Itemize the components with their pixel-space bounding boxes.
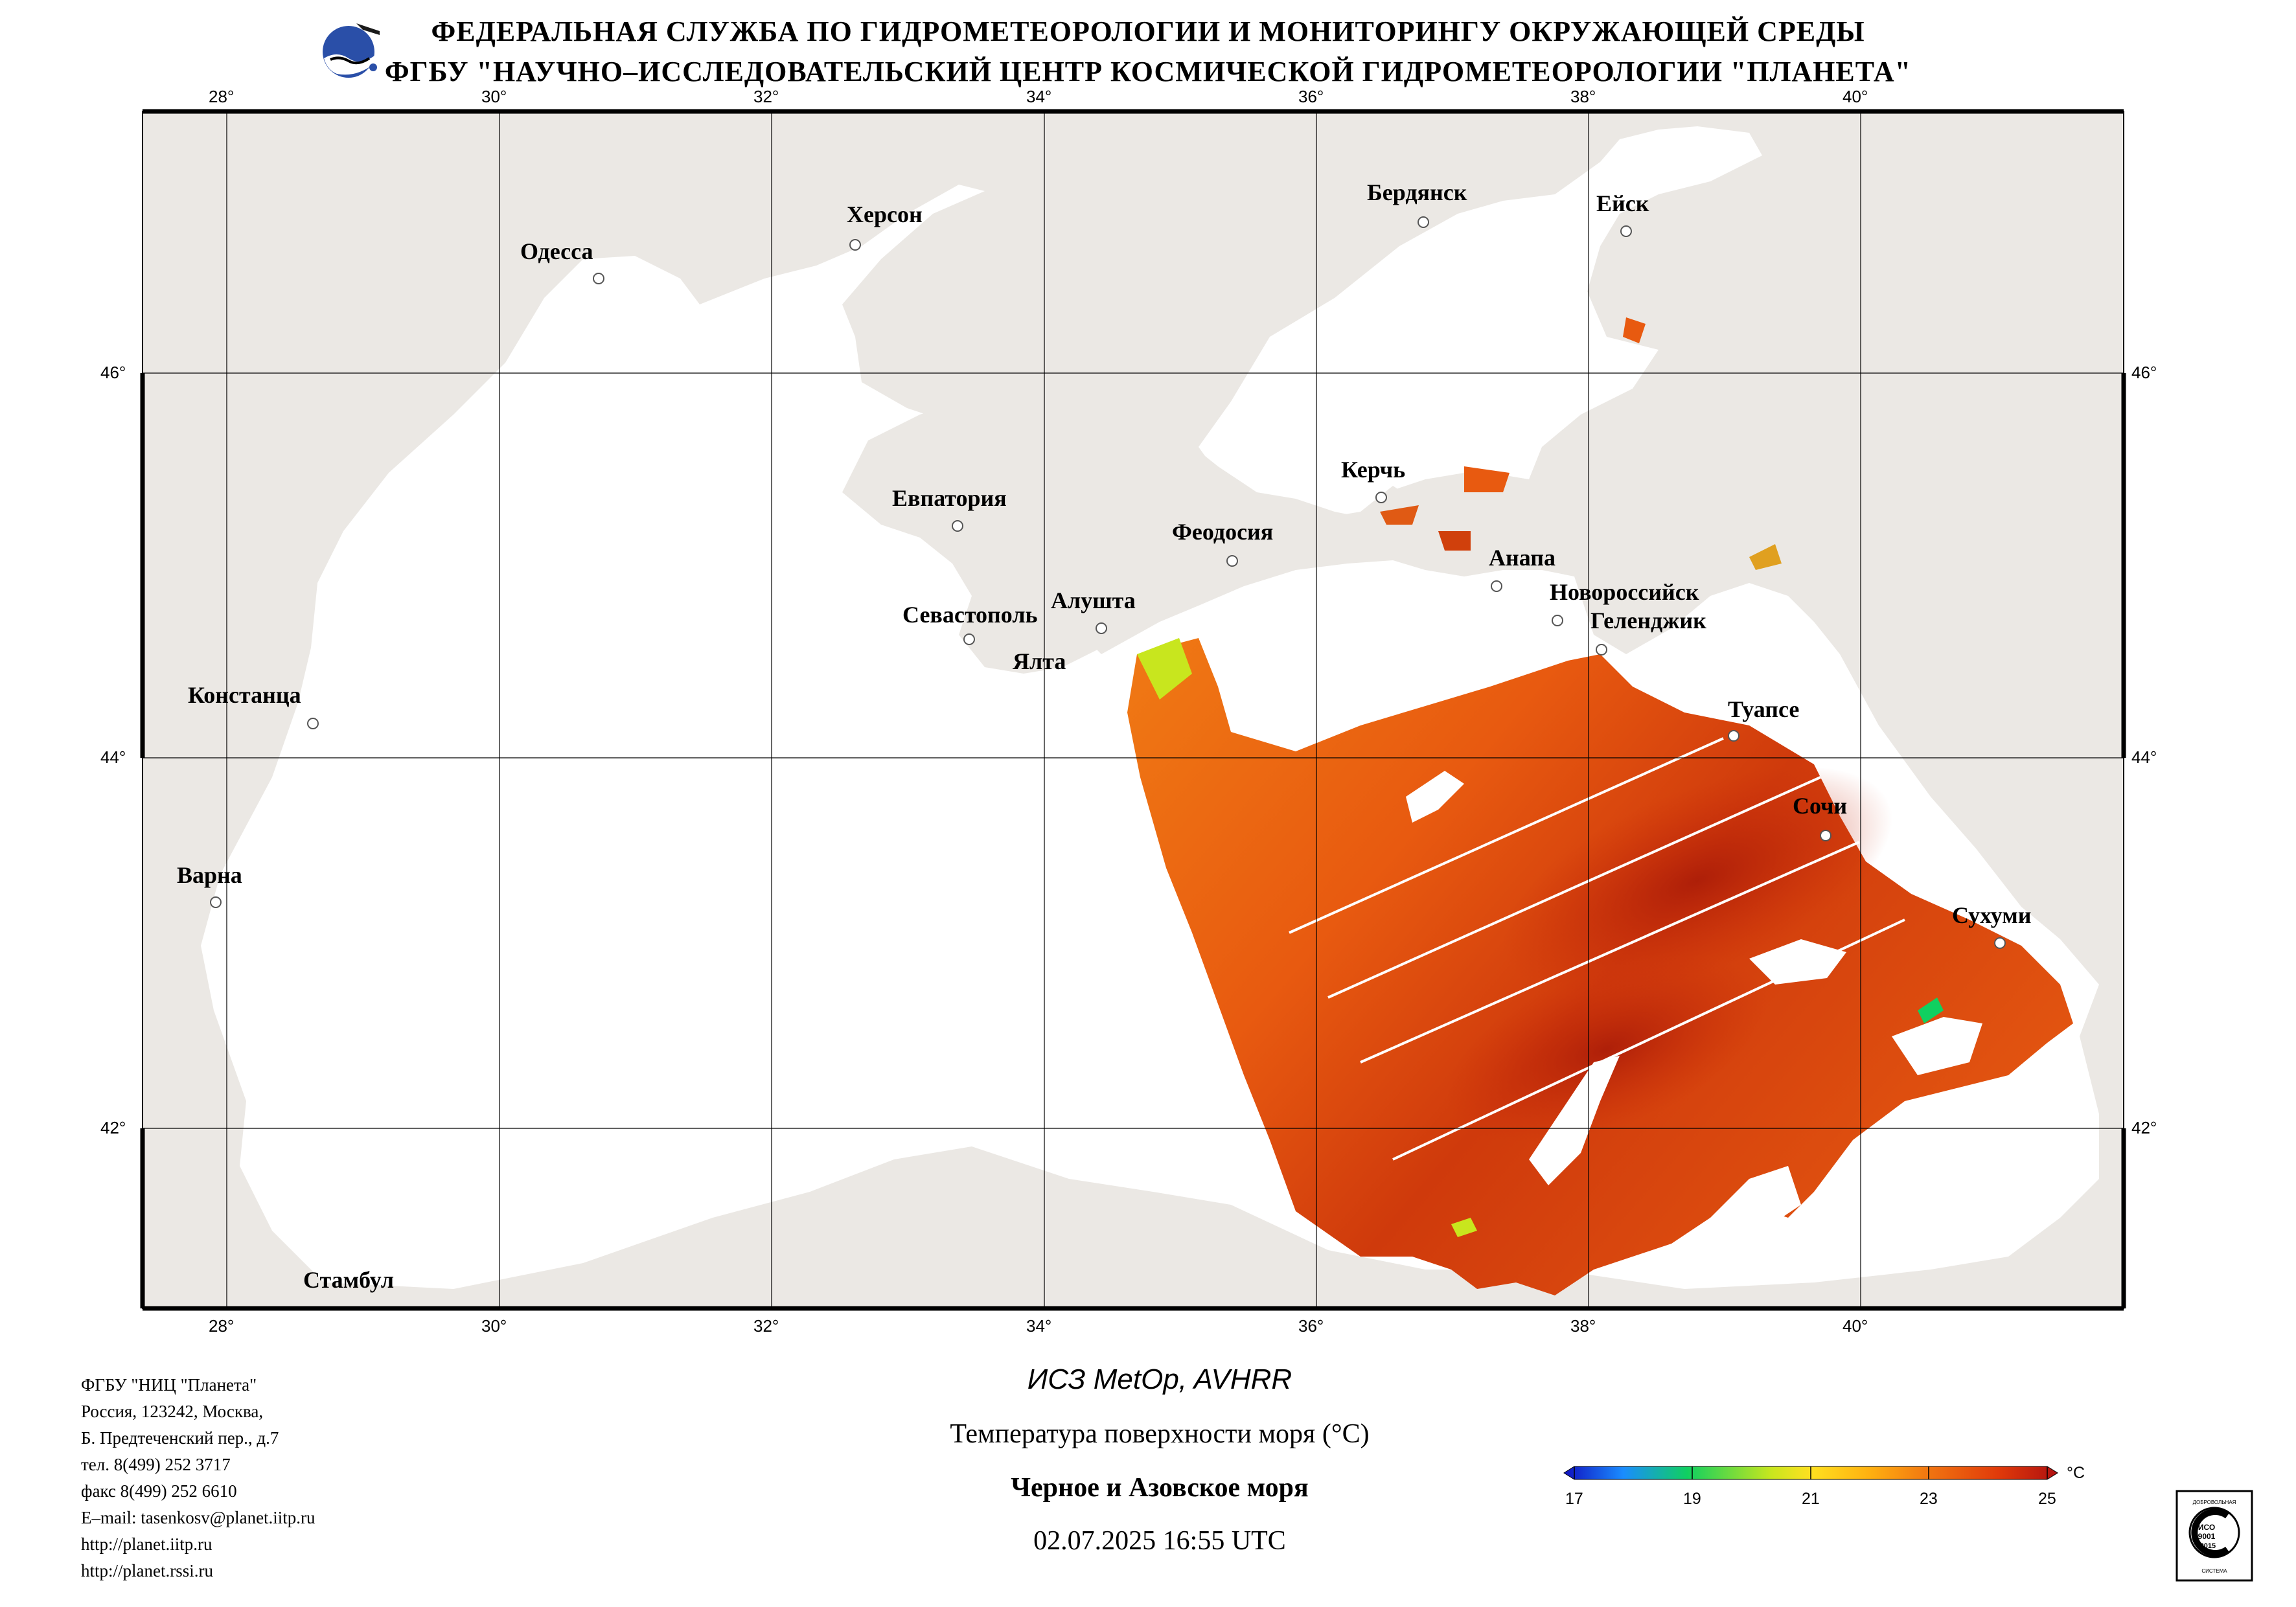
city-label-constanta: Констанца [188, 682, 301, 708]
sst-swath [1127, 317, 2073, 1295]
lon-tick-34-top: 34° [1026, 87, 1052, 106]
city-label-yalta: Ялта [1013, 648, 1066, 674]
lon-tick-36-top: 36° [1298, 87, 1324, 106]
svg-text:-2015: -2015 [2198, 1542, 2216, 1550]
city-label-istanbul: Стамбул [303, 1267, 395, 1293]
lon-tick-40-top: 40° [1843, 87, 1868, 106]
header-line-2: ФГБУ "НАУЧНО–ИССЛЕДОВАТЕЛЬСКИЙ ЦЕНТР КОС… [384, 56, 1912, 87]
lon-tick-40-bottom: 40° [1843, 1316, 1868, 1336]
graticule [143, 111, 2124, 1308]
colorbar: 17 19 21 23 25 °С [1555, 1457, 2099, 1516]
lon-tick-32-top: 32° [753, 87, 779, 106]
colorbar-tick-21: 21 [1802, 1490, 1820, 1508]
city-label-anapa: Анапа [1489, 545, 1556, 571]
svg-text:ИСО: ИСО [2198, 1523, 2215, 1532]
city-label-sukhumi: Сухуми [1952, 902, 2032, 928]
org-url-1[interactable]: http://planet.iitp.ru [81, 1534, 212, 1554]
page-header: ФЕДЕРАЛЬНАЯ СЛУЖБА ПО ГИДРОМЕТЕОРОЛОГИИ … [0, 12, 2296, 92]
lon-tick-38-top: 38° [1570, 87, 1596, 106]
lat-tick-44-right: 44° [2131, 747, 2157, 767]
city-label-varna: Варна [177, 862, 242, 888]
city-label-evpatoria: Евпатория [892, 485, 1007, 511]
lon-tick-32-bottom: 32° [753, 1316, 779, 1336]
org-name: ФГБУ "НИЦ "Планета" [81, 1375, 257, 1395]
lon-tick-30-top: 30° [481, 87, 507, 106]
org-address-1: Россия, 123242, Москва, [81, 1402, 264, 1421]
lat-tick-44-left: 44° [100, 747, 126, 767]
city-label-alushta: Алушта [1051, 587, 1136, 613]
svg-text:СИСТЕМА: СИСТЕМА [2201, 1568, 2227, 1574]
organization-info: ФГБУ "НИЦ "Планета" Россия, 123242, Моск… [81, 1372, 316, 1584]
satellite-caption: ИСЗ MetOp, AVHRR [1027, 1363, 1292, 1395]
org-address-2: Б. Предтеченский пер., д.7 [81, 1428, 279, 1448]
city-label-kherson: Херсон [847, 201, 923, 227]
city-label-gelendzhik: Геленджик [1590, 608, 1706, 633]
lon-tick-34-bottom: 34° [1026, 1316, 1052, 1336]
city-label-yeysk: Ейск [1596, 190, 1649, 216]
city-label-sevastopol: Севастополь [902, 602, 1038, 628]
org-fax: факс 8(499) 252 6610 [81, 1481, 237, 1501]
lon-tick-36-bottom: 36° [1298, 1316, 1324, 1336]
lon-tick-38-bottom: 38° [1570, 1316, 1596, 1336]
city-markers [210, 216, 2006, 949]
org-phone: тел. 8(499) 252 3717 [81, 1455, 231, 1474]
city-label-sochi: Сочи [1793, 793, 1848, 819]
city-label-kerch: Керчь [1341, 457, 1406, 483]
svg-text:9001: 9001 [2198, 1532, 2216, 1541]
crimea-peninsula [842, 382, 1386, 674]
lon-tick-30-bottom: 30° [481, 1316, 507, 1336]
colorbar-tick-17: 17 [1565, 1490, 1583, 1508]
org-email: E–mail: tasenkosv@planet.iitp.ru [81, 1508, 316, 1527]
lat-tick-46-right: 46° [2131, 363, 2157, 382]
iso-certification-badge: ДОБРОВОЛЬНАЯ ИСО 9001 -2015 СИСТЕМА [2175, 1490, 2253, 1582]
city-label-berdyansk: Бердянск [1367, 179, 1467, 205]
azov-sea [1199, 126, 1762, 518]
city-label-feodosia: Феодосия [1172, 519, 1274, 545]
colorbar-unit: °С [2067, 1464, 2085, 1482]
org-url-2[interactable]: http://planet.rssi.ru [81, 1561, 213, 1580]
lat-tick-42-left: 42° [100, 1118, 126, 1137]
parameter-caption: Температура поверхности моря (°С) [950, 1419, 1370, 1449]
city-label-novorossiysk: Новороссийск [1550, 579, 1699, 605]
lat-tick-42-right: 42° [2131, 1118, 2157, 1137]
city-label-tuapse: Туапсе [1728, 696, 1800, 722]
city-label-odessa: Одесса [520, 238, 593, 264]
colorbar-tick-23: 23 [1920, 1490, 1938, 1508]
organization-logo [317, 18, 382, 83]
lon-tick-28-bottom: 28° [209, 1316, 235, 1336]
colorbar-tick-19: 19 [1683, 1490, 1701, 1508]
header-line-1: ФЕДЕРАЛЬНАЯ СЛУЖБА ПО ГИДРОМЕТЕОРОЛОГИИ … [431, 16, 1865, 47]
colorbar-tick-25: 25 [2038, 1490, 2056, 1508]
lon-tick-28-top: 28° [209, 87, 235, 106]
region-caption: Черное и Азовское моря [1011, 1473, 1309, 1503]
svg-text:ДОБРОВОЛЬНАЯ: ДОБРОВОЛЬНАЯ [2193, 1499, 2236, 1505]
taman-peninsula [1386, 473, 1510, 564]
datetime-caption: 02.07.2025 16:55 UTC [1033, 1526, 1286, 1556]
lat-tick-46-left: 46° [100, 363, 126, 382]
